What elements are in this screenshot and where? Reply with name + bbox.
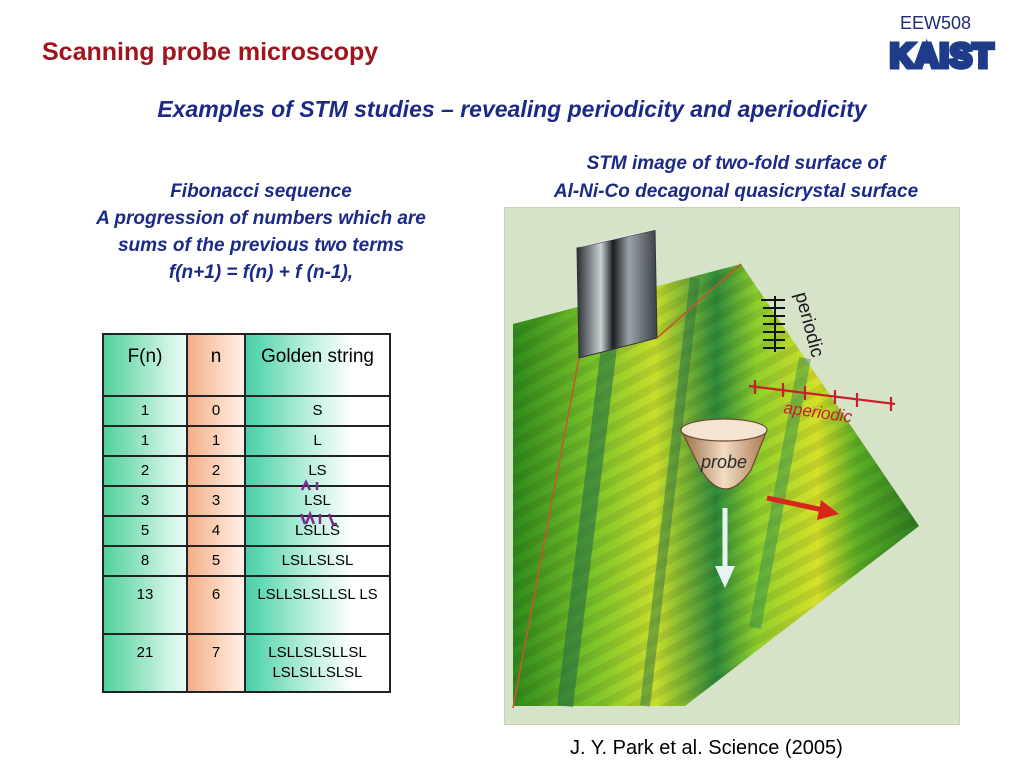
- table-row: 3 3 LSL: [102, 485, 391, 517]
- header-fn: F(n): [102, 333, 188, 397]
- slide-title: Scanning probe microscopy: [42, 38, 379, 66]
- zoom-lines: [512, 263, 742, 709]
- cell-n: 7: [186, 633, 246, 693]
- substitution-marks: [299, 479, 337, 526]
- table-row: 13 6 LSLLSLSLLSL LS: [102, 575, 391, 635]
- fibonacci-line1: A progression of numbers which are: [96, 208, 426, 229]
- fibonacci-heading: Fibonacci sequence: [170, 181, 352, 202]
- golden-string-table: F(n) n Golden string 1 0 S 1 1 L 2 2 LS …: [102, 333, 391, 693]
- periodic-marks: [761, 296, 785, 352]
- probe-label: probe: [700, 452, 747, 472]
- cell-n: 3: [186, 485, 246, 517]
- table-row: 5 4 LSLLS: [102, 515, 391, 547]
- fibonacci-line2: sums of the previous two terms: [117, 235, 405, 256]
- table-row: 2 2 LS: [102, 455, 391, 487]
- header-n: n: [186, 333, 246, 397]
- cell-n: 5: [186, 545, 246, 577]
- stm-caption-line1: STM image of two-fold surface of: [586, 153, 886, 174]
- cell-golden: LSLLSLSL: [244, 545, 391, 577]
- cell-fn: 21: [102, 633, 188, 693]
- cell-n: 4: [186, 515, 246, 547]
- kaist-logo: KAIST KAIST: [888, 38, 996, 72]
- stm-image: periodic aperiodic probe: [504, 207, 960, 725]
- sample-block: [576, 226, 667, 359]
- cell-fn: 1: [102, 395, 188, 427]
- cell-n: 6: [186, 575, 246, 635]
- cell-n: 0: [186, 395, 246, 427]
- scan-arrows: [715, 495, 839, 588]
- cell-fn: 5: [102, 515, 188, 547]
- cell-fn: 3: [102, 485, 188, 517]
- svg-text:KAIST: KAIST: [890, 38, 994, 72]
- citation: J. Y. Park et al. Science (2005): [570, 737, 843, 759]
- header-golden-string: Golden string: [244, 333, 391, 397]
- table-header-row: F(n) n Golden string: [102, 333, 391, 397]
- stm-illustration: periodic aperiodic probe: [512, 226, 919, 709]
- table-row: 21 7 LSLLSLSLLSL LSLSLLSLSL: [102, 633, 391, 693]
- fibonacci-description: Fibonacci sequence A progression of numb…: [30, 178, 492, 286]
- cell-fn: 1: [102, 425, 188, 457]
- table-row: 1 0 S: [102, 395, 391, 427]
- cell-n: 1: [186, 425, 246, 457]
- slide-subtitle: Examples of STM studies – revealing peri…: [157, 96, 867, 122]
- cell-n: 2: [186, 455, 246, 487]
- cell-golden: S: [244, 395, 391, 427]
- probe-tip: probe: [680, 418, 768, 490]
- cell-golden: LSLLS: [244, 515, 391, 547]
- cell-fn: 13: [102, 575, 188, 635]
- course-code: EEW508: [900, 13, 972, 33]
- stm-caption-line2: Al-Ni-Co decagonal quasicrystal surface: [553, 181, 919, 202]
- aperiodic-marks: [748, 380, 896, 411]
- stm-caption: STM image of two-fold surface of Al-Ni-C…: [494, 150, 978, 206]
- cell-golden: LSLLSLSLLSL LS: [244, 575, 391, 635]
- table-row: 8 5 LSLLSLSL: [102, 545, 391, 577]
- svg-text:KAIST: KAIST: [890, 38, 994, 72]
- cell-golden: L: [244, 425, 391, 457]
- cell-fn: 8: [102, 545, 188, 577]
- cell-fn: 2: [102, 455, 188, 487]
- fibonacci-formula: f(n+1) = f(n) + f (n-1),: [168, 262, 354, 283]
- table-row: 1 1 L: [102, 425, 391, 457]
- cell-golden: LSLLSLSLLSL LSLSLLSLSL: [244, 633, 391, 693]
